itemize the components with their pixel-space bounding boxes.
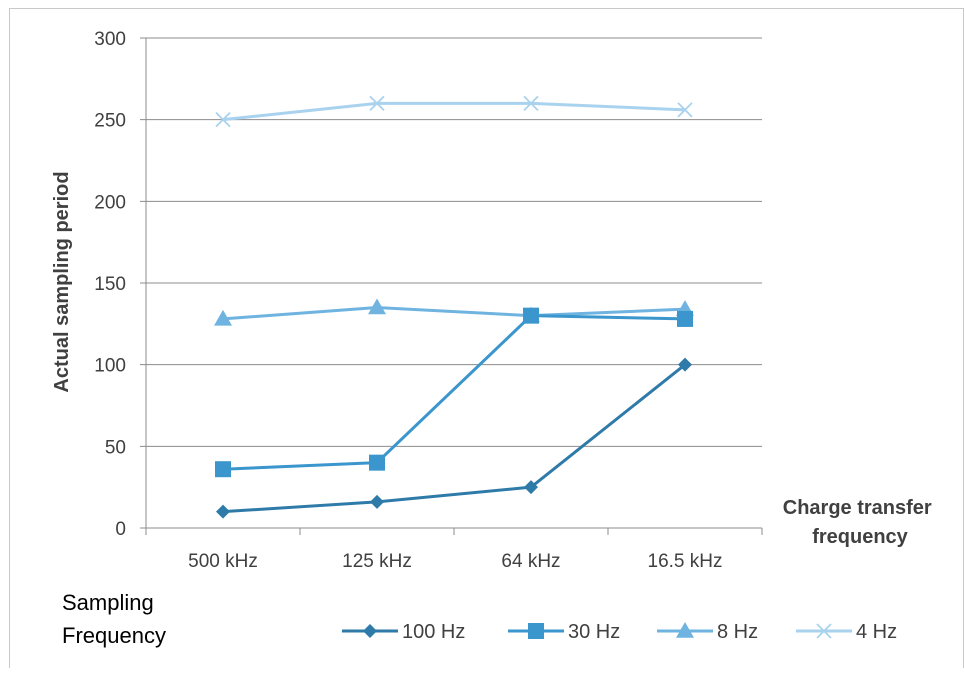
data-point-8-hz (214, 309, 232, 326)
y-tick-label: 0 (115, 519, 126, 540)
x-axis-title-line-1: Charge transfer (783, 497, 932, 519)
data-point-30-hz (369, 454, 385, 471)
y-tick-label: 200 (94, 192, 126, 213)
data-point-100-hz (370, 494, 384, 509)
legend-item-8-hz: 8 Hz (657, 621, 758, 643)
data-point-4-hz (677, 102, 693, 118)
x-axis (145, 528, 763, 535)
legend-label: 8 Hz (717, 621, 758, 643)
y-tick-label: 100 (94, 356, 126, 377)
series-line-8-hz (222, 306, 686, 321)
x-tick-label: 64 kHz (501, 551, 560, 572)
data-point-100-hz (678, 357, 692, 372)
series-30-hz (215, 307, 693, 478)
legend-item-30-hz: 30 Hz (508, 621, 620, 643)
series-line-100-hz (222, 363, 686, 514)
x-tick-labels: 500 kHz 125 kHz 64 kHz 16.5 kHz (188, 551, 722, 572)
y-tick-label: 300 (94, 29, 126, 50)
legend-label: 4 Hz (856, 621, 897, 643)
y-tick-labels: 0 50 100 150 200 250 300 (94, 29, 126, 540)
legend-marker (528, 623, 544, 639)
series-group (214, 95, 694, 519)
data-point-30-hz (677, 310, 693, 327)
x-tick-label: 125 kHz (342, 551, 412, 572)
legend-item-100-hz: 100 Hz (342, 621, 465, 643)
legend-title-line-2: Frequency (62, 623, 166, 648)
x-tick-label: 500 kHz (188, 551, 258, 572)
series-4-hz (215, 95, 693, 128)
x-tick-label: 16.5 kHz (648, 551, 723, 572)
legend-marker (816, 623, 832, 639)
data-point-30-hz (523, 307, 539, 324)
legend-title-line-1: Sampling (62, 590, 154, 615)
x-axis-title: Charge transfer frequency (783, 497, 938, 548)
legend-marker (676, 622, 694, 638)
y-tick-label: 50 (105, 437, 126, 458)
series-line-30-hz (222, 314, 686, 471)
data-point-4-hz (215, 112, 231, 128)
gridlines (140, 37, 762, 529)
series-line-4-hz (222, 101, 686, 122)
data-point-100-hz (216, 504, 230, 519)
series-100-hz (216, 357, 692, 519)
legend-label: 30 Hz (568, 621, 620, 643)
legend-label: 100 Hz (402, 621, 465, 643)
legend-marker (363, 624, 377, 638)
legend-item-4-hz: 4 Hz (796, 621, 897, 643)
x-axis-title-line-2: frequency (812, 526, 908, 548)
data-point-8-hz (368, 298, 386, 315)
legend-title: Sampling Frequency (62, 590, 166, 648)
legend: 100 Hz 30 Hz 8 Hz 4 Hz (342, 621, 897, 643)
data-point-4-hz (369, 95, 385, 111)
series-8-hz (214, 298, 694, 326)
data-point-4-hz (523, 95, 539, 111)
y-tick-label: 250 (94, 111, 126, 132)
y-tick-label: 150 (94, 274, 126, 295)
y-axis-title: Actual sampling period (51, 171, 73, 392)
data-point-100-hz (524, 480, 538, 495)
data-point-30-hz (215, 461, 231, 478)
